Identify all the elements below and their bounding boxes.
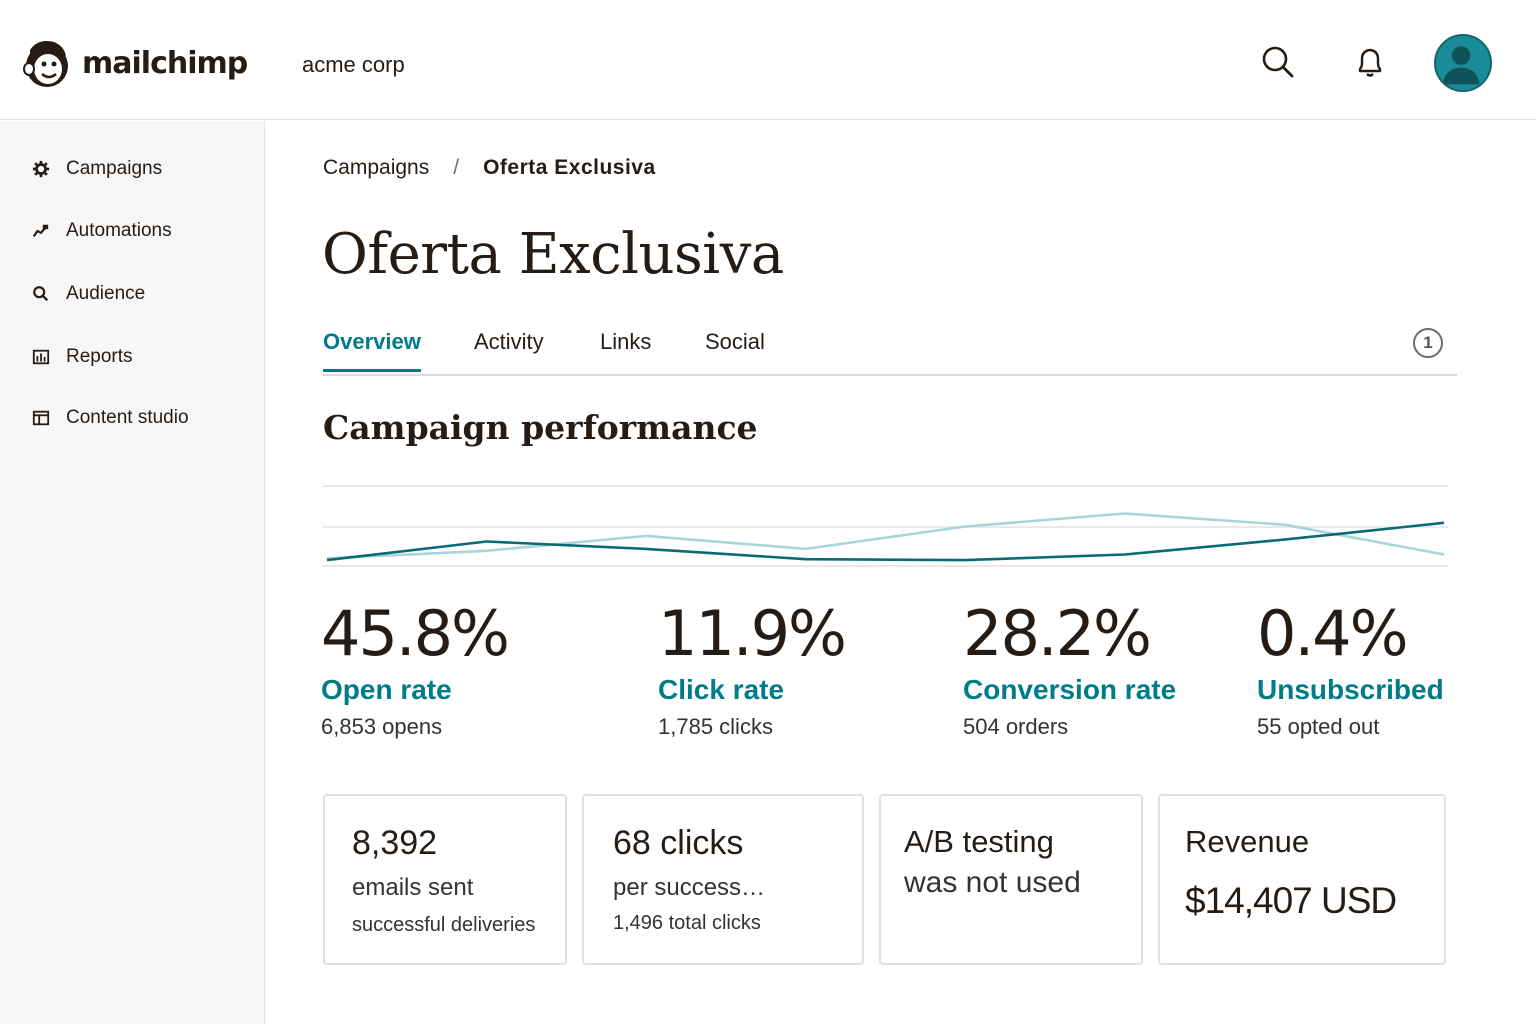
performance-chart xyxy=(323,485,1448,567)
stat-subtext: 6,853 opens xyxy=(321,714,443,739)
sidebar-item-audience[interactable]: Audience xyxy=(30,276,145,312)
layout-icon xyxy=(30,407,52,429)
tab-social[interactable]: Social xyxy=(705,329,765,354)
sidebar-item-reports[interactable]: Reports xyxy=(30,339,133,375)
breadcrumb: Campaigns / Oferta Exclusiva xyxy=(323,156,656,180)
card-subtext: successful deliveries xyxy=(352,914,536,936)
sidebar-item-label: Campaigns xyxy=(66,158,163,179)
card-subtext: 1,496 total clicks xyxy=(613,912,761,934)
card-value: A/B testing xyxy=(904,824,1054,859)
info-icon[interactable]: 1 xyxy=(1413,328,1443,358)
tab-overview[interactable]: Overview xyxy=(323,329,421,372)
section-title: Campaign performance xyxy=(323,408,758,447)
search-icon xyxy=(30,283,52,305)
breadcrumb-current: Oferta Exclusiva xyxy=(483,156,656,179)
card-value: 8,392 xyxy=(352,824,438,862)
sidebar-item-label: Reports xyxy=(66,346,133,367)
organization-name[interactable]: acme corp xyxy=(302,52,405,77)
sidebar: Campaigns Automations Audience xyxy=(0,121,265,1024)
gear-icon xyxy=(30,158,52,180)
card-label: emails sent xyxy=(352,874,474,901)
automation-icon xyxy=(30,220,52,242)
stat-open-rate: 45.8% Open rate 6,853 opens xyxy=(321,597,510,740)
bell-icon[interactable] xyxy=(1352,44,1388,80)
card-value: 68 clicks xyxy=(613,824,744,862)
stat-subtext: 55 opted out xyxy=(1257,714,1380,739)
stat-unsubscribed: 0.4% Unsubscribed 55 opted out xyxy=(1257,598,1444,740)
stat-label-link[interactable]: Conversion rate xyxy=(963,674,1177,705)
sidebar-item-label: Content studio xyxy=(66,407,189,428)
card-ab-testing[interactable]: A/B testing was not used xyxy=(879,794,1143,965)
bar-chart-icon xyxy=(30,346,52,368)
card-value: $14,407 USD xyxy=(1185,880,1397,921)
top-header: mailchimp acme corp xyxy=(0,0,1536,120)
sidebar-item-label: Automations xyxy=(66,220,172,241)
stat-label-link[interactable]: Open rate xyxy=(321,674,452,705)
sidebar-item-content-studio[interactable]: Content studio xyxy=(30,400,189,436)
stat-subtext: 1,785 clicks xyxy=(658,714,773,739)
tab-bar: Overview Activity Links Social 1 xyxy=(323,326,1457,376)
user-avatar[interactable] xyxy=(1434,34,1492,92)
freddie-logo-icon xyxy=(23,41,68,87)
breadcrumb-separator: / xyxy=(453,156,460,179)
breadcrumb-campaigns-link[interactable]: Campaigns xyxy=(323,156,430,179)
card-revenue[interactable]: Revenue $14,407 USD xyxy=(1158,794,1446,965)
stat-value: 45.8% xyxy=(321,597,510,670)
tab-activity[interactable]: Activity xyxy=(474,329,544,354)
stat-label-link[interactable]: Click rate xyxy=(658,674,785,705)
chart-series-line-1 xyxy=(326,521,1445,562)
search-icon[interactable] xyxy=(1260,44,1296,80)
page-title: Oferta Exclusiva xyxy=(322,222,784,287)
mailchimp-logo[interactable]: mailchimp xyxy=(20,36,248,90)
logo-wordmark: mailchimp xyxy=(82,45,248,81)
sidebar-item-campaigns[interactable]: Campaigns xyxy=(30,151,162,187)
tab-links[interactable]: Links xyxy=(600,329,652,354)
stat-value: 28.2% xyxy=(963,597,1152,670)
chart-series-line-2 xyxy=(326,512,1445,560)
stat-subtext: 504 orders xyxy=(963,714,1069,739)
card-label: was not used xyxy=(904,866,1081,899)
sidebar-item-automations[interactable]: Automations xyxy=(30,213,172,249)
card-label: Revenue xyxy=(1185,824,1310,859)
sidebar-item-label: Audience xyxy=(66,283,146,304)
stat-conversion-rate: 28.2% Conversion rate 504 orders xyxy=(963,598,1176,740)
stat-click-rate: 11.9% Click rate 1,785 clicks xyxy=(658,597,847,740)
stat-value: 11.9% xyxy=(658,597,847,670)
stat-value: 0.4% xyxy=(1257,597,1409,670)
card-clicks-per-success[interactable]: 68 clicks per success… 1,496 total click… xyxy=(582,794,864,965)
card-emails-sent[interactable]: 8,392 emails sent successful deliveries xyxy=(323,794,567,965)
card-label: per success… xyxy=(613,874,766,901)
user-icon xyxy=(1442,46,1480,85)
stat-label-link[interactable]: Unsubscribed xyxy=(1257,674,1444,705)
